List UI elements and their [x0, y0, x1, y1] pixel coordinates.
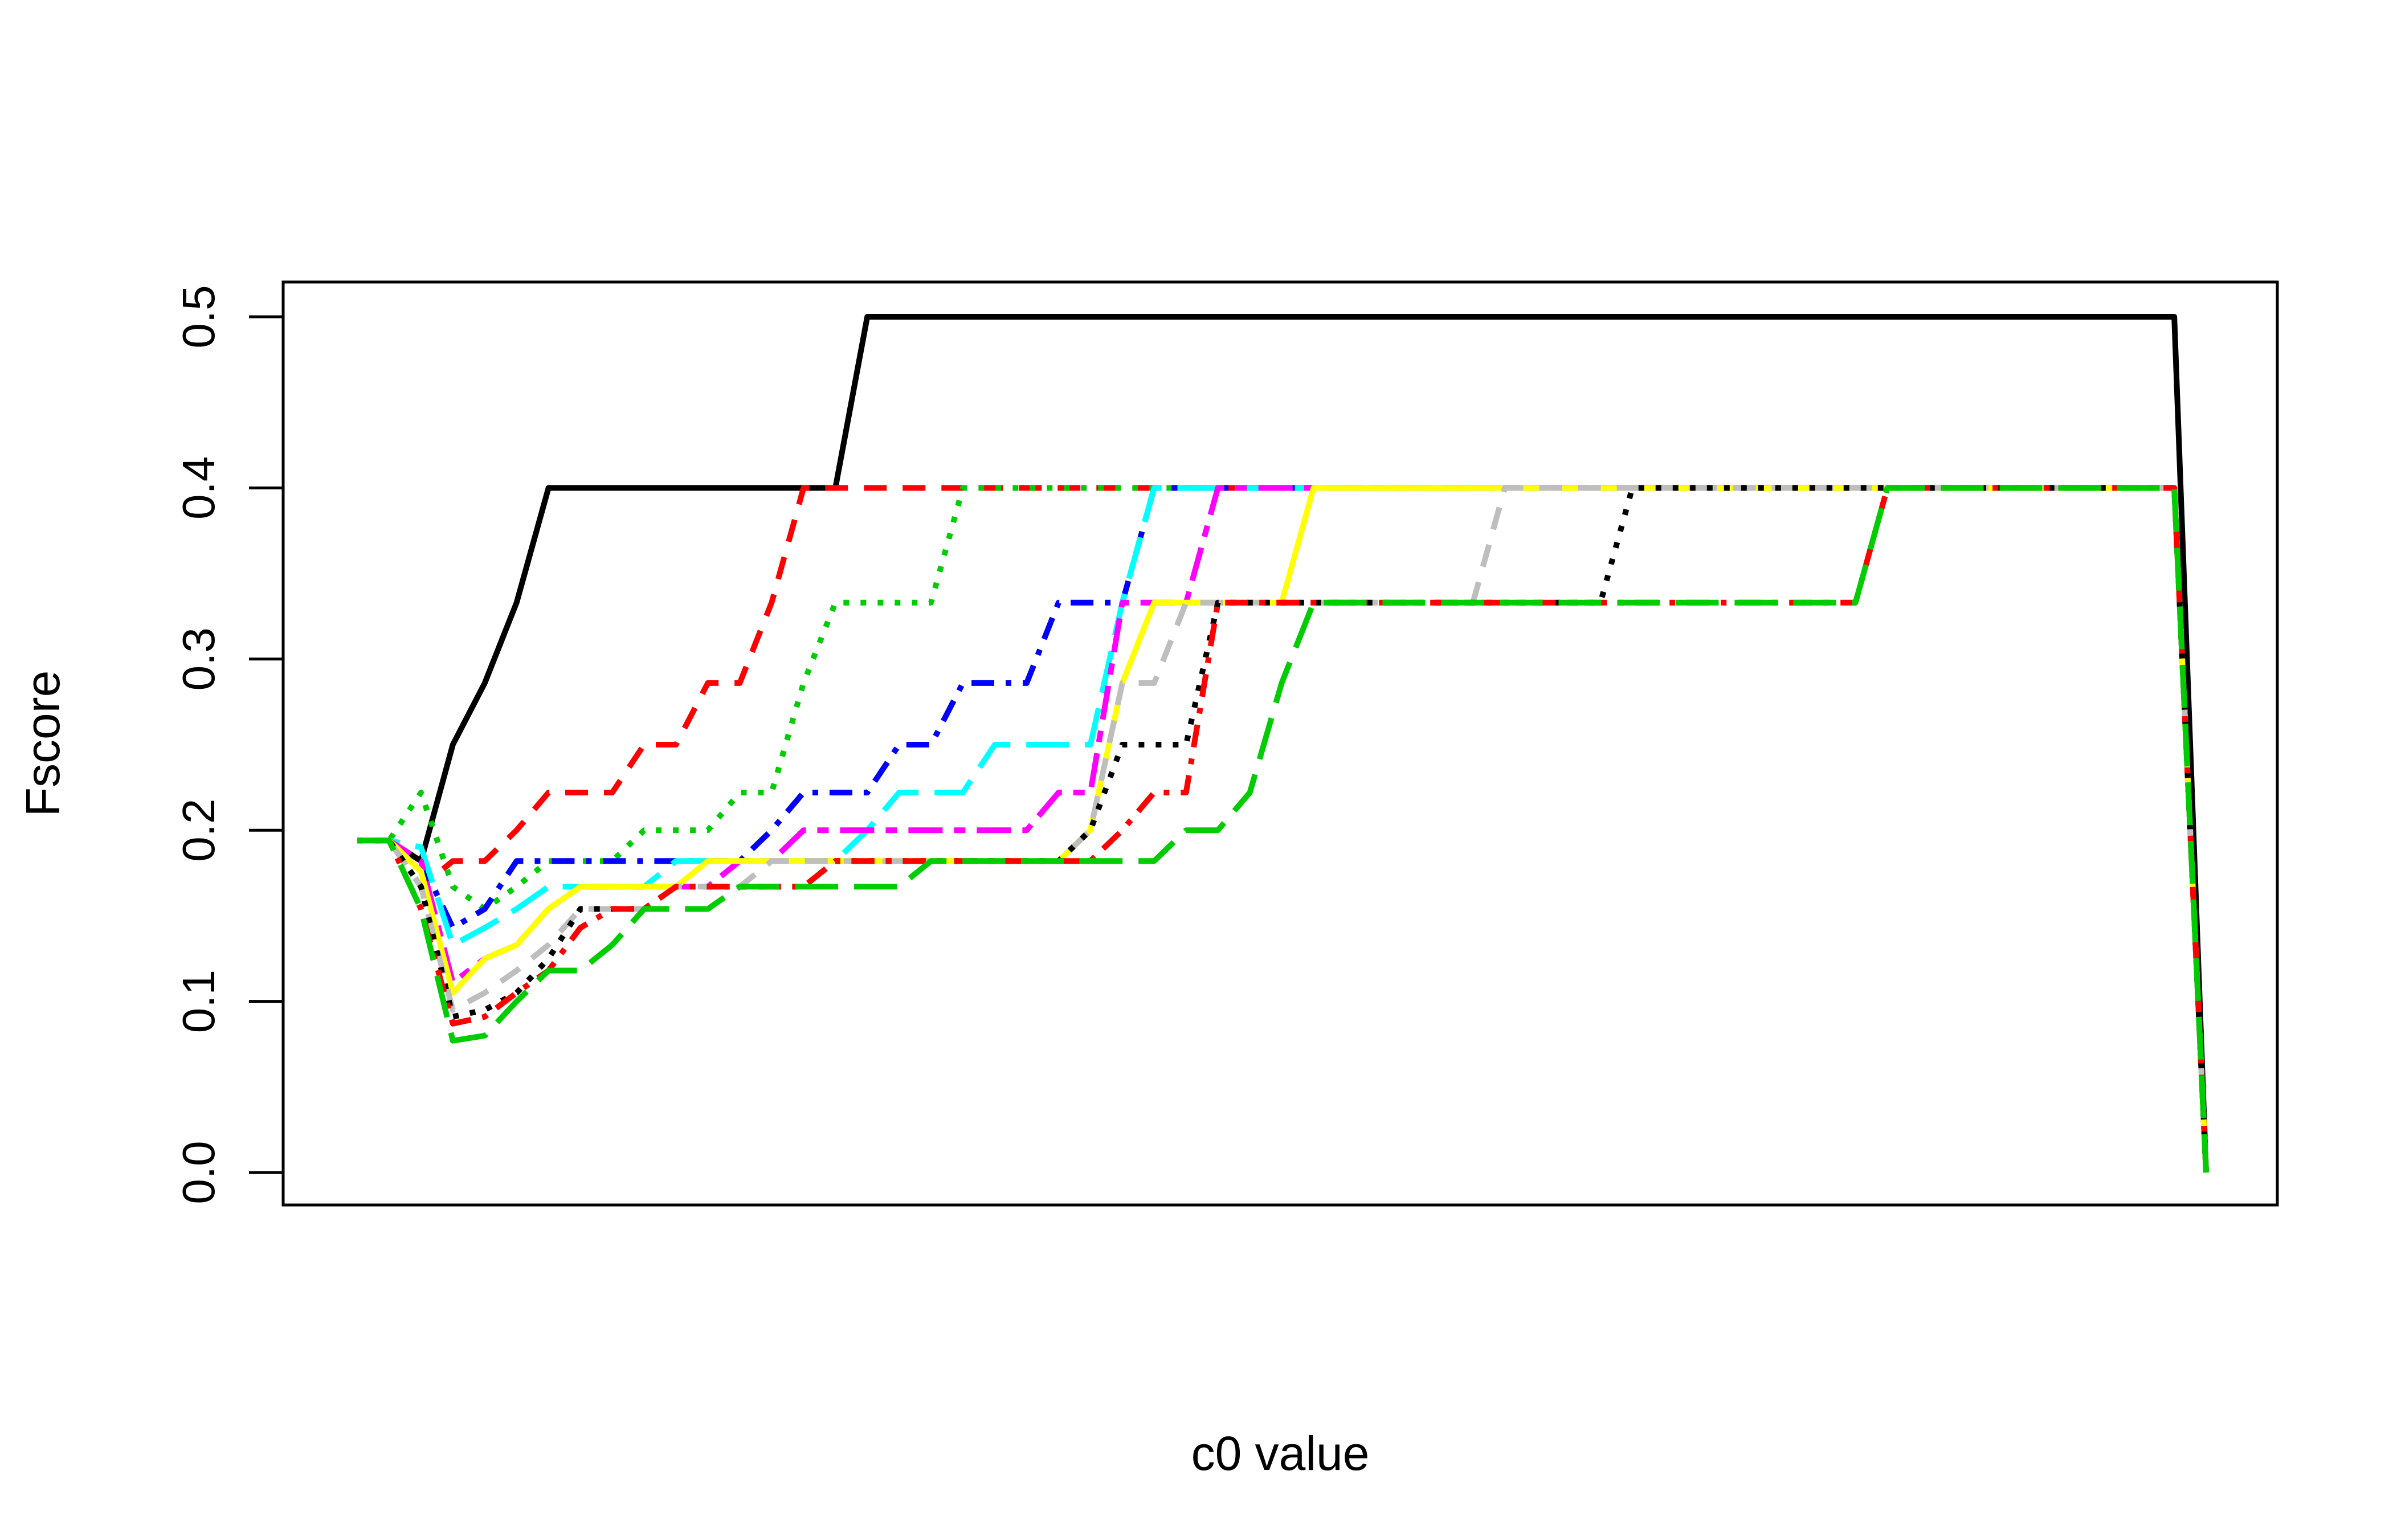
y-axis: 0.0 0.1 0.2 0.3 0.4 0.5 — [173, 285, 285, 1204]
x-axis-title: c0 value — [1191, 1427, 1370, 1480]
y-axis-title: Fscore — [16, 671, 70, 817]
series-line-4 — [357, 485, 2209, 1173]
series-line-7 — [357, 485, 2209, 1173]
series-line-6 — [357, 485, 2209, 1173]
series-line-9 — [357, 485, 2209, 1173]
series-line-5 — [357, 485, 2209, 1173]
series-line-1 — [357, 314, 2209, 1173]
plot-frame — [281, 280, 2279, 1207]
y-tick-label: 0.0 — [173, 1141, 224, 1204]
y-tick-label: 0.4 — [173, 456, 224, 520]
y-tick-label: 0.1 — [173, 970, 224, 1033]
series-line-10 — [357, 485, 2209, 1173]
y-tick-label: 0.2 — [173, 799, 224, 862]
y-tick-label: 0.3 — [173, 627, 224, 691]
series-line-8 — [357, 485, 2209, 1173]
series-layer — [357, 314, 2209, 1173]
series-line-2 — [357, 485, 2209, 1173]
series-line-3 — [357, 485, 2209, 1173]
y-tick-label: 0.5 — [173, 285, 224, 348]
series-line-11 — [357, 485, 2209, 1173]
